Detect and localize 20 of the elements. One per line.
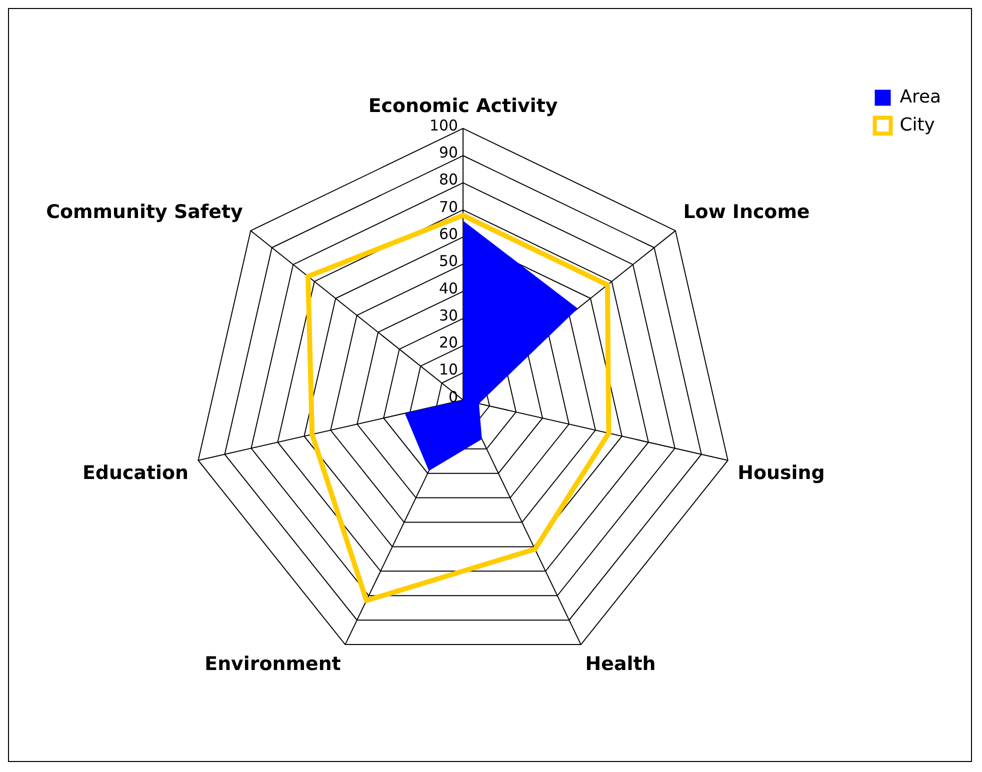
spoke-label: Housing	[738, 462, 825, 484]
y-tick-label: 10	[439, 360, 458, 379]
y-tick-label: 50	[439, 252, 458, 270]
y-tick-label: 0	[448, 388, 458, 406]
spoke-label: Education	[82, 462, 188, 484]
y-tick-label: 40	[439, 279, 458, 298]
y-tick-label: 80	[439, 170, 458, 189]
y-tick-label: 70	[439, 198, 458, 216]
spoke-label: Environment	[204, 652, 341, 675]
y-tick-label: 90	[439, 144, 458, 162]
spoke-label: Low Income	[683, 201, 810, 224]
legend-label: City	[900, 114, 936, 136]
spoke-label: Economic Activity	[368, 95, 558, 118]
y-tick-label: 100	[430, 116, 458, 134]
y-tick-label: 60	[439, 224, 458, 243]
spoke-label: Community Safety	[46, 201, 243, 224]
legend-label: Area	[900, 86, 942, 108]
y-tick-label: 20	[439, 334, 458, 352]
y-tick-label: 30	[439, 306, 458, 324]
spoke-label: Health	[585, 652, 656, 675]
